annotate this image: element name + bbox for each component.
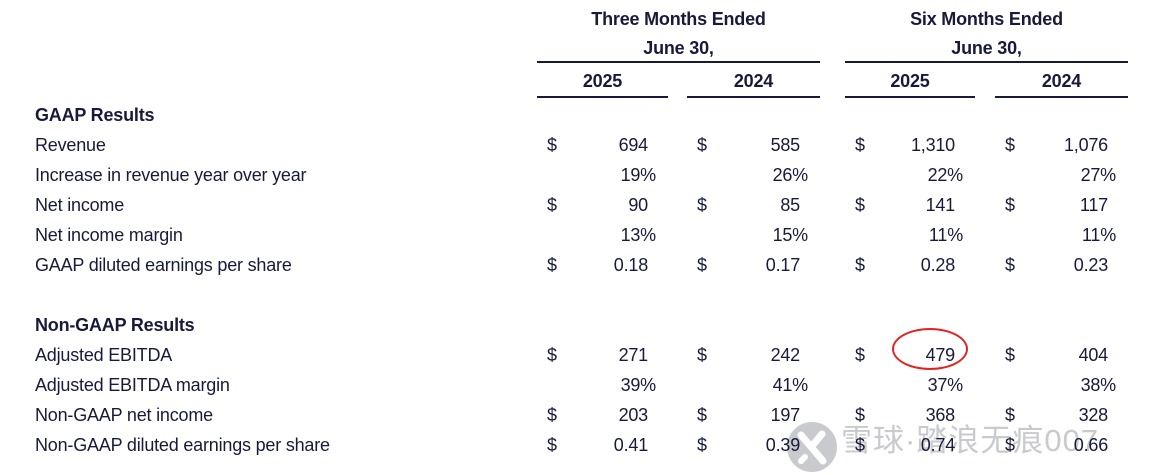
group-rule — [537, 61, 820, 63]
dollar-sign: $ — [1005, 255, 1015, 275]
xueqiu-snowball-logo-icon — [787, 422, 837, 472]
group-header-six-months: Six Months Ended — [910, 9, 1063, 29]
cell-value: 694 — [618, 135, 649, 155]
dollar-sign: $ — [855, 255, 865, 275]
watermark-text: 雪球·踏浪无痕007 — [841, 423, 1100, 458]
cell-value: 203 — [618, 405, 649, 425]
cell-value: 585 — [770, 135, 801, 155]
table-row-revenue-increase: Increase in revenue year over year 19% 2… — [0, 160, 1155, 190]
table-row-revenue: Revenue $694 $585 $1,310 $1,076 — [0, 130, 1155, 160]
dollar-sign: $ — [855, 435, 865, 455]
dollar-sign: $ — [547, 255, 557, 275]
cell-value: 368 — [925, 405, 956, 425]
cell-value: 0.41 — [613, 435, 648, 455]
group-header-three-months: Three Months Ended — [591, 9, 766, 29]
row-label: Revenue — [35, 135, 106, 155]
year-header: 2025 — [890, 71, 930, 91]
group-subheader-six-months: June 30, — [951, 38, 1022, 58]
cell-value: 0.39 — [765, 435, 800, 455]
section-heading-row: GAAP Results — [0, 100, 1155, 130]
table-row-non-gaap-diluted-eps: Non-GAAP diluted earnings per share $0.4… — [0, 430, 1155, 460]
dollar-sign: $ — [547, 345, 557, 365]
dollar-sign: $ — [547, 435, 557, 455]
dollar-sign: $ — [697, 345, 707, 365]
table-row-gaap-diluted-eps: GAAP diluted earnings per share $0.18 $0… — [0, 250, 1155, 280]
cell-value: 85 — [780, 195, 800, 215]
cell-value: 19% — [620, 165, 657, 185]
section-heading-row: Non-GAAP Results — [0, 310, 1155, 340]
row-label: Increase in revenue year over year — [35, 165, 307, 185]
dollar-sign: $ — [1005, 135, 1015, 155]
dollar-sign: $ — [855, 135, 865, 155]
dollar-sign: $ — [697, 195, 707, 215]
year-rule — [687, 96, 820, 98]
cell-value: 1,076 — [1063, 135, 1108, 155]
dollar-sign: $ — [697, 435, 707, 455]
cell-value: 0.17 — [765, 255, 800, 275]
cell-value: 38% — [1080, 375, 1117, 395]
cell-value: 0.66 — [1073, 435, 1108, 455]
dollar-sign: $ — [697, 405, 707, 425]
cell-value: 328 — [1078, 405, 1109, 425]
dollar-sign: $ — [855, 195, 865, 215]
cell-value: 141 — [925, 195, 956, 215]
section-heading: Non-GAAP Results — [35, 315, 195, 335]
row-label: Net income — [35, 195, 125, 215]
cell-value: 13% — [620, 225, 657, 245]
row-label: Non-GAAP diluted earnings per share — [35, 435, 330, 455]
cell-value: 0.18 — [613, 255, 648, 275]
cell-value: 0.23 — [1073, 255, 1108, 275]
dollar-sign: $ — [855, 345, 865, 365]
dollar-sign: $ — [1005, 345, 1015, 365]
row-label: Net income margin — [35, 225, 183, 245]
year-header: 2024 — [1041, 71, 1082, 91]
cell-value: 26% — [772, 165, 809, 185]
year-rule — [845, 96, 975, 98]
cell-value: 242 — [770, 345, 801, 365]
dollar-sign: $ — [547, 195, 557, 215]
cell-value: 11% — [928, 225, 963, 245]
section-heading: GAAP Results — [35, 105, 155, 125]
table-row-adjusted-ebitda-margin: Adjusted EBITDA margin 39% 41% 37% 38% — [0, 370, 1155, 400]
dollar-sign: $ — [547, 405, 557, 425]
cell-value: 39% — [620, 375, 657, 395]
cell-value: 27% — [1080, 165, 1117, 185]
dollar-sign: $ — [1005, 195, 1015, 215]
dollar-sign: $ — [697, 135, 707, 155]
red-circle-annotation — [892, 328, 968, 370]
row-label: GAAP diluted earnings per share — [35, 255, 292, 275]
table-row-adjusted-ebitda: Adjusted EBITDA $271 $242 $479 $404 — [0, 340, 1155, 370]
cell-value: 0.74 — [920, 435, 955, 455]
dollar-sign: $ — [855, 405, 865, 425]
table-row-non-gaap-net-income: Non-GAAP net income $203 $197 $368 $328 — [0, 400, 1155, 430]
year-header: 2025 — [582, 71, 623, 91]
row-label: Adjusted EBITDA margin — [35, 375, 230, 395]
row-label: Adjusted EBITDA — [35, 345, 173, 365]
table-row-net-income-margin: Net income margin 13% 15% 11% 11% — [0, 220, 1155, 250]
cell-value: 0.28 — [920, 255, 955, 275]
cell-value: 11% — [1081, 225, 1116, 245]
cell-value: 90 — [628, 195, 648, 215]
table-row-net-income: Net income $90 $85 $141 $117 — [0, 190, 1155, 220]
cell-value: 41% — [772, 375, 809, 395]
dollar-sign: $ — [1005, 435, 1015, 455]
dollar-sign: $ — [547, 135, 557, 155]
cell-value: 271 — [618, 345, 649, 365]
cell-value: 117 — [1079, 195, 1108, 215]
cell-value: 1,310 — [910, 135, 955, 155]
cell-value: 37% — [927, 375, 964, 395]
year-rule — [537, 96, 668, 98]
group-rule — [845, 61, 1128, 63]
dollar-sign: $ — [1005, 405, 1015, 425]
cell-value: 15% — [772, 225, 809, 245]
year-header: 2024 — [733, 71, 774, 91]
group-subheader-three-months: June 30, — [643, 38, 714, 58]
cell-value: 22% — [927, 165, 964, 185]
row-label: Non-GAAP net income — [35, 405, 213, 425]
year-rule — [995, 96, 1128, 98]
dollar-sign: $ — [697, 255, 707, 275]
cell-value: 197 — [770, 405, 801, 425]
cell-value: 404 — [1078, 345, 1109, 365]
